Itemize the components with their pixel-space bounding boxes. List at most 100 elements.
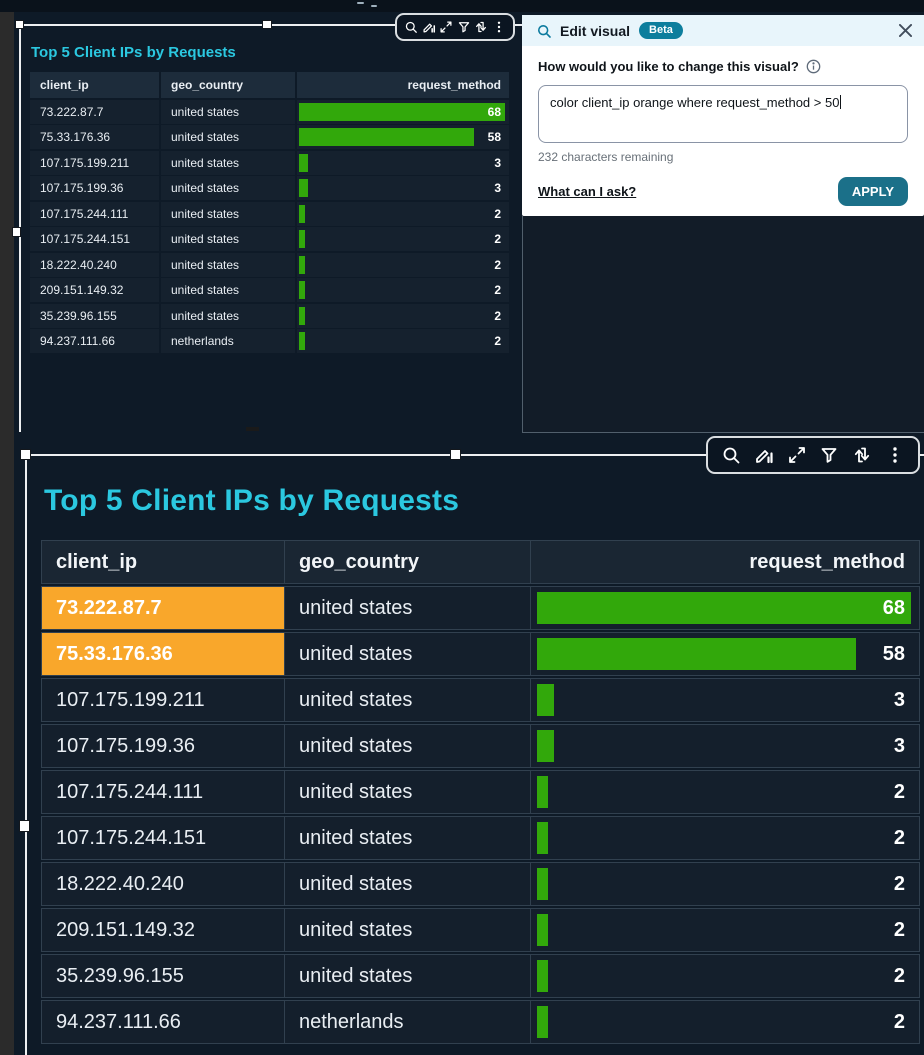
client-ip-cell[interactable]: 75.33.176.36 (42, 633, 284, 675)
column-header-geo_country[interactable]: geo_country (284, 541, 530, 583)
client-ip-cell[interactable]: 107.175.199.36 (30, 176, 159, 200)
client-ip-cell[interactable]: 107.175.244.111 (56, 780, 204, 803)
client-ip-cell[interactable]: 209.151.149.32 (30, 278, 159, 302)
request-method-bar-cell[interactable]: 68 (530, 587, 917, 629)
geo-country-cell[interactable]: united states (161, 303, 295, 328)
request-method-bar-cell[interactable]: 58 (297, 125, 509, 149)
table-row[interactable]: 94.237.111.66 netherlands 2 (30, 329, 509, 353)
resize-handle-left-middle[interactable] (19, 820, 30, 832)
column-header-client_ip[interactable]: client_ip (30, 72, 159, 98)
table-row[interactable]: 107.175.244.111 united states 2 (30, 201, 509, 226)
resize-handle-bottom-middle[interactable] (246, 427, 259, 431)
more-menu-icon[interactable] (885, 445, 905, 465)
table-row[interactable]: 107.175.244.151 united states 2 (30, 227, 509, 251)
request-method-bar-cell[interactable]: 2 (530, 771, 917, 813)
column-header-client_ip[interactable]: client_ip (56, 550, 138, 573)
table-row[interactable]: 107.175.199.211 united states 3 (30, 150, 509, 175)
table-row[interactable]: 18.222.40.240 united states 2 (41, 862, 920, 906)
table-row[interactable]: 107.175.199.36 united states 3 (41, 724, 920, 768)
client-ip-cell[interactable]: 107.175.199.211 (30, 150, 159, 175)
client-ip-cell[interactable]: 107.175.199.211 (56, 688, 205, 711)
resize-handle-left-middle[interactable] (12, 227, 21, 237)
geo-country-cell[interactable]: united states (161, 125, 295, 149)
client-ip-cell[interactable]: 73.222.87.7 (30, 99, 159, 124)
resize-handle-top-left[interactable] (20, 449, 31, 460)
geo-country-cell[interactable]: united states (284, 725, 530, 767)
client-ip-cell[interactable]: 107.175.244.151 (56, 826, 207, 849)
resize-handle-top-middle[interactable] (262, 20, 272, 29)
client-ip-cell[interactable]: 94.237.111.66 (30, 329, 159, 353)
table-row[interactable]: 35.239.96.155 united states 2 (41, 954, 920, 998)
request-method-bar-cell[interactable]: 2 (297, 278, 509, 302)
client-ip-cell[interactable]: 35.239.96.155 (30, 303, 159, 328)
geo-country-cell[interactable]: united states (284, 955, 530, 997)
geo-country-cell[interactable]: united states (284, 679, 530, 721)
search-icon[interactable] (404, 20, 418, 34)
column-header-request_method[interactable]: request_method (297, 72, 509, 98)
request-method-bar-cell[interactable]: 2 (530, 817, 917, 859)
geo-country-cell[interactable]: united states (284, 587, 530, 629)
client-ip-cell[interactable]: 18.222.40.240 (30, 252, 159, 277)
geo-country-cell[interactable]: united states (161, 252, 295, 277)
request-method-bar-cell[interactable]: 2 (530, 955, 917, 997)
filter-icon[interactable] (457, 20, 471, 34)
filter-icon[interactable] (819, 445, 839, 465)
resize-handle-top-left[interactable] (15, 20, 24, 29)
request-method-bar-cell[interactable]: 3 (530, 679, 917, 721)
geo-country-cell[interactable]: united states (284, 633, 530, 675)
geo-country-cell[interactable]: united states (161, 99, 295, 124)
client-ip-cell[interactable]: 107.175.199.36 (56, 734, 196, 757)
edit-visual-icon[interactable] (754, 445, 774, 465)
request-method-bar-cell[interactable]: 2 (297, 201, 509, 226)
table-row[interactable]: 75.33.176.36 united states 58 (30, 125, 509, 149)
maximize-icon[interactable] (439, 20, 453, 34)
close-icon[interactable] (899, 24, 912, 37)
request-method-bar-cell[interactable]: 2 (297, 329, 509, 353)
search-icon[interactable] (721, 445, 741, 465)
geo-country-cell[interactable]: united states (161, 176, 295, 200)
table-row[interactable]: 94.237.111.66 netherlands 2 (41, 1000, 920, 1044)
client-ip-cell[interactable]: 107.175.244.151 (30, 227, 159, 251)
table-row[interactable]: 75.33.176.36 united states 58 (41, 632, 920, 676)
request-method-bar-cell[interactable]: 68 (297, 99, 509, 124)
request-method-bar-cell[interactable]: 2 (297, 227, 509, 251)
resize-handle-top-middle[interactable] (450, 449, 461, 460)
geo-country-cell[interactable]: netherlands (161, 329, 295, 353)
column-header-request_method[interactable]: request_method (530, 541, 917, 583)
apply-button[interactable]: APPLY (837, 177, 908, 206)
table-row[interactable]: 73.222.87.7 united states 68 (41, 586, 920, 630)
request-method-bar-cell[interactable]: 2 (297, 252, 509, 277)
request-method-bar-cell[interactable]: 3 (297, 150, 509, 175)
geo-country-cell[interactable]: netherlands (284, 1001, 530, 1043)
request-method-bar-cell[interactable]: 2 (530, 909, 917, 951)
table-row[interactable]: 107.175.199.211 united states 3 (41, 678, 920, 722)
request-method-bar-cell[interactable]: 2 (530, 1001, 917, 1043)
geo-country-cell[interactable]: united states (161, 201, 295, 226)
geo-country-cell[interactable]: united states (161, 227, 295, 251)
table-row[interactable]: 107.175.244.151 united states 2 (41, 816, 920, 860)
geo-country-cell[interactable]: united states (284, 817, 530, 859)
client-ip-cell[interactable]: 107.175.244.111 (30, 201, 159, 226)
client-ip-cell[interactable]: 209.151.149.32 (56, 918, 196, 941)
request-method-bar-cell[interactable]: 3 (297, 176, 509, 200)
request-method-bar-cell[interactable]: 2 (297, 303, 509, 328)
client-ip-cell[interactable]: 75.33.176.36 (30, 125, 159, 149)
geo-country-cell[interactable]: united states (161, 150, 295, 175)
client-ip-cell[interactable]: 18.222.40.240 (56, 872, 184, 895)
geo-country-cell[interactable]: united states (284, 771, 530, 813)
what-can-i-ask-link[interactable]: What can I ask? (538, 184, 637, 199)
client-ip-cell[interactable]: 35.239.96.155 (56, 964, 184, 987)
table-row[interactable]: 107.175.199.36 united states 3 (30, 176, 509, 200)
swap-icon[interactable] (852, 445, 872, 465)
swap-icon[interactable] (474, 20, 488, 34)
client-ip-cell[interactable]: 73.222.87.7 (42, 587, 284, 629)
table-row[interactable]: 107.175.244.111 united states 2 (41, 770, 920, 814)
table-row[interactable]: 18.222.40.240 united states 2 (30, 252, 509, 277)
prompt-input[interactable]: color client_ip orange where request_met… (538, 85, 908, 143)
table-row[interactable]: 209.151.149.32 united states 2 (41, 908, 920, 952)
edit-visual-icon[interactable] (422, 20, 436, 34)
column-header-geo_country[interactable]: geo_country (161, 72, 295, 98)
client-ip-cell[interactable]: 94.237.111.66 (56, 1010, 181, 1033)
request-method-bar-cell[interactable]: 3 (530, 725, 917, 767)
maximize-icon[interactable] (787, 445, 807, 465)
